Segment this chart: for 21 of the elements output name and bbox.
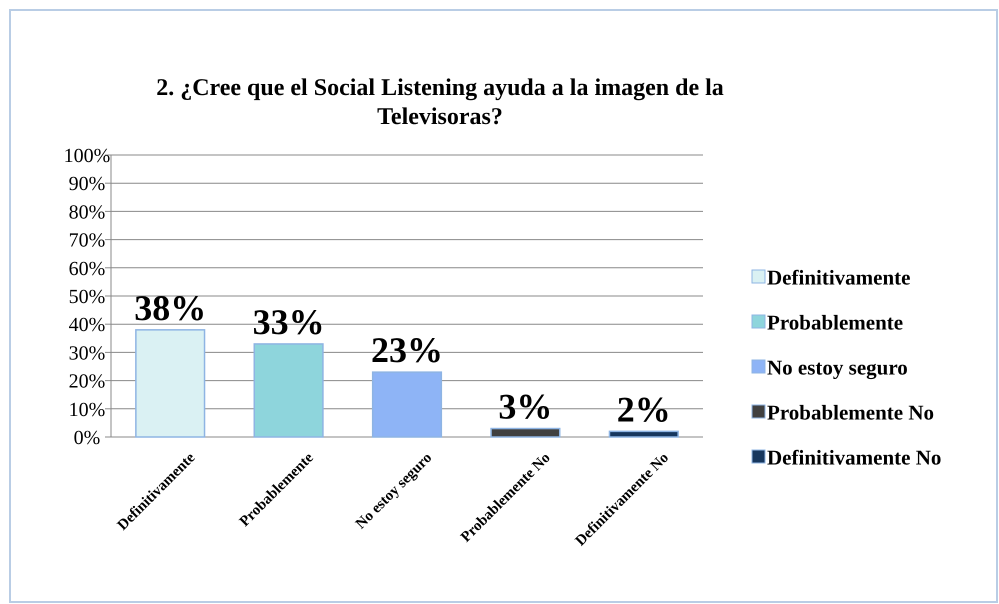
chart-title: 2. ¿Cree que el Social Listening ayuda a la imagen de la Televisoras? <box>156 75 724 130</box>
y-tick-label: 10% <box>68 398 106 421</box>
y-tick-label: 20% <box>68 370 106 393</box>
y-tick-label: 90% <box>68 173 106 196</box>
legend-label: Probablemente No <box>767 400 934 424</box>
y-tick-label: 70% <box>68 230 106 252</box>
y-tick-label: 100% <box>64 145 110 167</box>
data-label: 33% <box>252 302 325 342</box>
y-tick-label: 40% <box>68 314 106 336</box>
y-tick-label: 0% <box>74 427 100 449</box>
y-tick-label: 60% <box>68 258 106 280</box>
data-label: 2% <box>616 389 671 430</box>
y-tick-label: 80% <box>68 201 106 224</box>
data-label: 38% <box>134 288 206 328</box>
y-tick-label: 30% <box>68 342 106 364</box>
legend-label: Definitivamente <box>767 265 910 290</box>
data-label: 3% <box>498 386 552 427</box>
legend-label: Probablemente <box>767 310 904 334</box>
data-label: 23% <box>371 330 443 370</box>
y-tick-label: 50% <box>68 286 106 308</box>
legend-label: No estoy seguro <box>767 355 908 380</box>
